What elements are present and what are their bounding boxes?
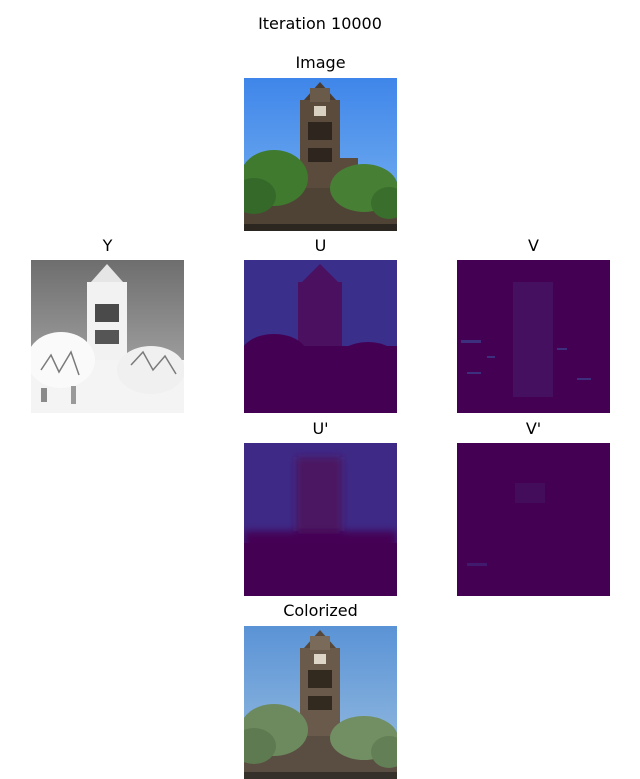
u-channel-panel — [244, 260, 397, 413]
panel-title-u: U — [314, 236, 327, 255]
colorized-image-panel — [244, 626, 397, 779]
figure-title: Iteration 10000 — [258, 14, 382, 33]
v-channel-image — [457, 260, 610, 413]
panel-title-colorized: Colorized — [283, 601, 358, 620]
panel-title-v: V — [528, 236, 539, 255]
u-pred-channel-panel — [244, 443, 397, 596]
original-image-panel — [244, 78, 397, 231]
y-channel-image — [31, 260, 184, 413]
u-pred-channel-image — [244, 443, 397, 596]
v-channel-panel — [457, 260, 610, 413]
colorized-image — [244, 626, 397, 779]
panel-title-v-pred: V' — [525, 419, 542, 438]
panel-title-image: Image — [295, 53, 346, 72]
u-channel-image — [244, 260, 397, 413]
v-pred-channel-panel — [457, 443, 610, 596]
y-channel-panel — [31, 260, 184, 413]
panel-title-u-pred: U' — [312, 419, 329, 438]
panel-title-y: Y — [102, 236, 113, 255]
original-image — [244, 78, 397, 231]
v-pred-channel-image — [457, 443, 610, 596]
